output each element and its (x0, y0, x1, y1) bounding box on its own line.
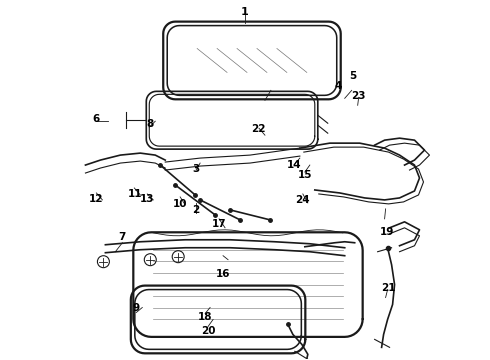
Text: 15: 15 (298, 170, 312, 180)
Text: 11: 11 (128, 189, 142, 199)
Text: 16: 16 (216, 269, 230, 279)
Text: 10: 10 (173, 199, 188, 210)
Text: 23: 23 (352, 91, 366, 101)
Text: 6: 6 (92, 114, 99, 124)
Text: 5: 5 (349, 71, 356, 81)
Text: 9: 9 (133, 303, 140, 313)
Text: 12: 12 (89, 194, 103, 204)
Text: 13: 13 (140, 194, 154, 204)
Text: 21: 21 (381, 283, 395, 293)
Text: 24: 24 (295, 195, 310, 205)
Text: 2: 2 (193, 206, 200, 216)
Text: 8: 8 (146, 120, 153, 129)
Text: 22: 22 (251, 124, 266, 134)
Text: 3: 3 (193, 164, 200, 174)
Text: 1: 1 (241, 7, 249, 17)
Text: 14: 14 (287, 159, 301, 170)
Text: 4: 4 (334, 81, 342, 91)
Text: 18: 18 (197, 312, 212, 322)
Text: 7: 7 (118, 232, 125, 242)
Text: 17: 17 (212, 219, 227, 229)
Text: 19: 19 (380, 227, 394, 237)
Text: 20: 20 (201, 325, 216, 336)
